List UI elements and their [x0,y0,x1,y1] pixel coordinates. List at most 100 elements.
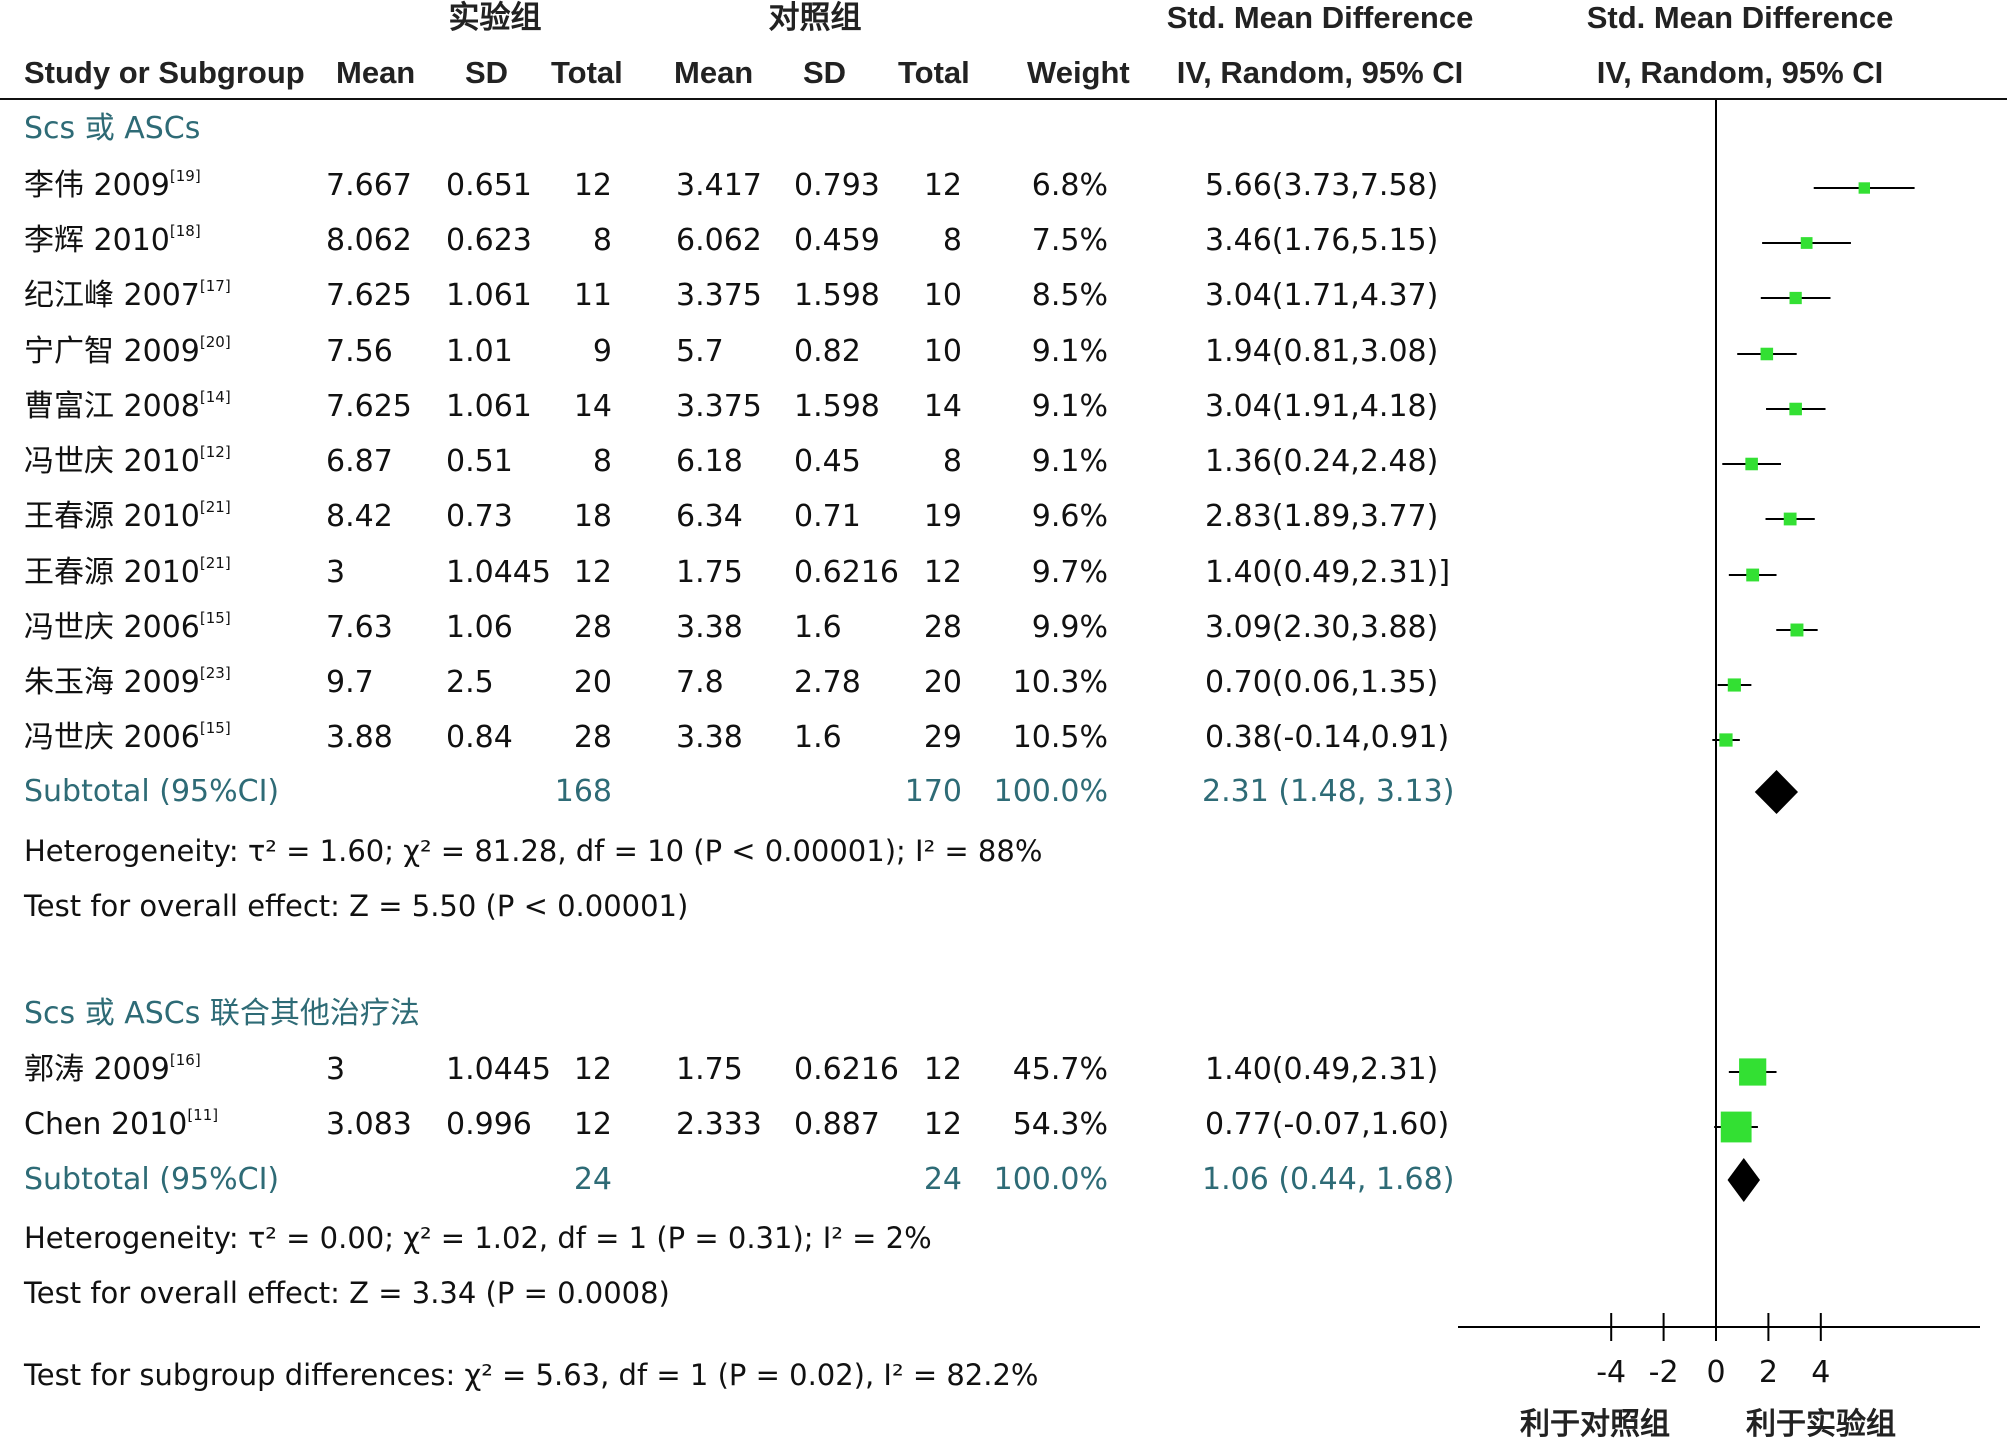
study-label: 冯世庆 2010 [24,444,200,479]
reference-marker: [19] [169,167,201,185]
x-tick-label: -4 [1596,1355,1626,1390]
study-marker [1719,733,1733,747]
study-label: 王春源 2010 [24,499,200,534]
column-mean-ctrl: Mean [674,55,754,90]
reference-marker: [17] [199,277,231,295]
cell-n1: 12 [573,555,612,590]
cell-sd2: 0.793 [794,168,880,203]
study-name: 冯世庆 2006[15] [24,610,231,645]
study-name: 宁广智 2009[20] [24,334,231,369]
cell-n2: 19 [923,499,962,534]
cell-n2: 14 [923,389,962,424]
study-label: 冯世庆 2006 [24,610,200,645]
cell-m1: 8.062 [326,223,412,258]
reference-marker: [11] [187,1106,219,1124]
study-marker [1800,237,1813,249]
reference-marker: [21] [199,498,231,516]
cell-ci: 3.04(1.71,4.37) [1205,278,1439,313]
cell-n2: 20 [923,665,962,700]
cell-ci: 1.94(0.81,3.08) [1205,334,1439,369]
study-marker [1720,1111,1752,1143]
overall-effect-text: Test for overall effect: Z = 3.34 (P = 0… [24,1276,670,1310]
column-weight: Weight [1027,55,1130,90]
cell-sd1: 0.51 [446,444,513,479]
cell-m2: 3.375 [676,389,762,424]
cell-n1: 8 [592,223,612,258]
cell-sd2: 1.598 [794,278,880,313]
column-mean-exp: Mean [336,55,416,90]
study-label: 李伟 2009 [24,168,170,203]
cell-m2: 6.062 [676,223,762,258]
x-tick-label: 2 [1759,1355,1778,1390]
study-label: 宁广智 2009 [24,334,200,369]
effect-column-title: Std. Mean Difference [1166,0,1474,35]
plot-column-title: Std. Mean Difference [1586,0,1894,35]
cell-m2: 5.7 [676,334,724,369]
cell-n2: 28 [923,610,962,645]
cell-sd1: 0.84 [446,720,513,755]
cell-ci: 5.66(3.73,7.58) [1205,168,1439,203]
cell-weight: 10.3% [1012,665,1108,700]
cell-n1: 12 [573,1052,612,1087]
cell-weight: 9.1% [1031,389,1108,424]
group-header-control: 对照组 [768,0,862,35]
cell-m1: 7.56 [326,334,393,369]
subtotal-ci: 1.06 (0.44, 1.68) [1202,1162,1455,1197]
cell-m1: 7.63 [326,610,393,645]
study-label: 纪江峰 2007 [24,278,200,313]
cell-m1: 7.625 [326,278,412,313]
cell-m2: 1.75 [676,555,743,590]
subtotal-weight: 100.0% [993,774,1108,809]
study-name: Chen 2010[11] [24,1108,218,1140]
subtotal-ci: 2.31 (1.48, 3.13) [1202,774,1455,809]
cell-sd1: 2.5 [446,665,494,700]
column-total-ctrl: Total [898,55,970,90]
study-marker [1858,182,1870,194]
study-name: 郭涛 2009[16] [24,1053,201,1085]
cell-m2: 2.333 [676,1107,762,1142]
cell-sd2: 0.82 [794,334,861,369]
cell-weight: 10.5% [1012,720,1108,755]
study-name: 冯世庆 2010[12] [24,444,231,479]
study-marker [1745,457,1758,471]
subgroup-title: Scs 或 ASCs 联合其他治疗法 [24,996,420,1031]
subtotal-total-exp: 24 [573,1162,612,1197]
cell-m1: 3 [326,1052,346,1087]
study-name: 李辉 2010[18] [24,224,201,256]
cell-m2: 3.417 [676,168,762,203]
overall-effect-text: Test for overall effect: Z = 5.50 (P < 0… [24,889,689,923]
cell-weight: 45.7% [1012,1052,1108,1087]
cell-m1: 7.667 [326,168,412,203]
cell-m2: 7.8 [676,665,724,700]
cell-n1: 9 [592,334,612,369]
cell-ci: 0.77(-0.07,1.60) [1205,1107,1450,1142]
cell-n2: 12 [923,1052,962,1087]
reference-marker: [18] [169,222,201,240]
x-tick-label: 4 [1811,1355,1830,1390]
cell-weight: 9.1% [1031,334,1108,369]
group-header-experimental: 实验组 [448,0,542,35]
cell-n1: 28 [573,720,612,755]
cell-n2: 8 [942,223,962,258]
cell-m1: 8.42 [326,499,393,534]
study-marker [1789,402,1802,416]
cell-n1: 12 [573,168,612,203]
x-tick-label: -2 [1649,1355,1679,1390]
study-label: 冯世庆 2006 [24,720,200,755]
cell-sd2: 2.78 [794,665,861,700]
reference-marker: [12] [199,443,231,461]
study-marker [1727,678,1741,692]
study-marker [1760,347,1774,361]
cell-sd1: 0.623 [446,223,532,258]
cell-weight: 54.3% [1012,1107,1108,1142]
study-name: 李伟 2009[19] [24,168,201,203]
study-name: 纪江峰 2007[17] [24,278,231,313]
cell-sd1: 1.061 [446,278,532,313]
cell-m1: 9.7 [326,665,374,700]
cell-ci: 3.09(2.30,3.88) [1205,610,1439,645]
cell-sd2: 0.459 [794,223,880,258]
cell-sd2: 0.887 [794,1107,880,1142]
reference-marker: [14] [199,388,231,406]
cell-sd1: 1.061 [446,389,532,424]
study-name: 冯世庆 2006[15] [24,720,231,755]
